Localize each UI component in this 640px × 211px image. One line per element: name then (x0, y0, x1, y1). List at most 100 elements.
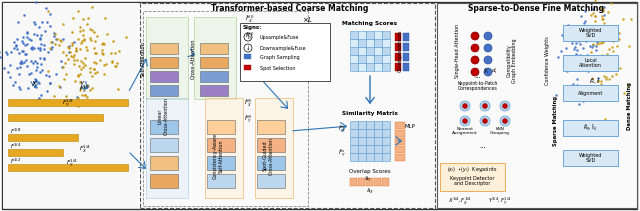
FancyBboxPatch shape (150, 174, 178, 188)
Point (594, 41, 604, 45)
Point (36, 69, 47, 72)
Point (79, 38, 89, 42)
Point (27, 45, 37, 49)
Text: kNN
Grouping: kNN Grouping (490, 127, 510, 135)
FancyBboxPatch shape (395, 138, 405, 145)
Point (54, 43, 64, 47)
Text: $\hat{y}_i$  $d_i$: $\hat{y}_i$ $d_i$ (483, 66, 497, 76)
FancyBboxPatch shape (395, 122, 405, 129)
Point (14, 51, 24, 54)
Point (588, 54, 598, 57)
Point (598, 13, 609, 16)
Point (574, 39, 584, 43)
FancyBboxPatch shape (382, 121, 390, 129)
Point (74, 80, 84, 84)
Point (586, 124, 596, 127)
Point (67, 42, 77, 45)
Point (569, 47, 579, 50)
Point (120, 35, 131, 39)
Point (98, 41, 108, 45)
FancyBboxPatch shape (403, 63, 409, 71)
Point (26, 39, 36, 42)
Point (607, 74, 618, 78)
Point (611, 72, 621, 76)
Point (36, 63, 46, 66)
Text: Alignment: Alignment (578, 91, 603, 96)
Point (8, 83, 18, 87)
Point (578, 38, 588, 42)
FancyBboxPatch shape (350, 153, 358, 161)
Point (64, 50, 74, 54)
Circle shape (471, 44, 479, 52)
Point (596, 61, 607, 65)
Text: ...: ... (479, 143, 486, 149)
FancyBboxPatch shape (563, 25, 618, 41)
FancyBboxPatch shape (366, 129, 374, 137)
Point (76, 86, 86, 90)
Point (578, 90, 588, 93)
Point (618, 92, 628, 95)
Point (45, 81, 55, 85)
FancyBboxPatch shape (382, 55, 390, 63)
Point (63, 57, 73, 61)
Point (78, 28, 88, 31)
Point (572, 78, 582, 81)
Point (18, 36, 28, 39)
Point (572, 63, 582, 66)
Point (588, 42, 598, 46)
Point (51, 72, 61, 76)
Point (602, 52, 612, 55)
Point (30, 60, 40, 63)
Point (591, 49, 601, 52)
FancyBboxPatch shape (207, 120, 235, 134)
Point (31, 33, 42, 36)
FancyBboxPatch shape (366, 31, 374, 39)
Text: Similarity Matrix: Similarity Matrix (342, 111, 398, 115)
Point (601, 61, 611, 65)
Point (24, 38, 35, 41)
Point (61, 72, 71, 76)
Point (573, 58, 584, 62)
Point (85, 37, 95, 40)
FancyBboxPatch shape (350, 129, 358, 137)
Point (45, 81, 55, 85)
Point (20, 43, 31, 46)
Point (60, 61, 70, 65)
Point (42, 90, 52, 93)
Point (572, 48, 582, 51)
Point (60, 95, 70, 98)
Point (574, 68, 584, 72)
Point (585, 98, 595, 101)
FancyBboxPatch shape (374, 137, 382, 145)
Text: $Y^{1/4}, F_Y^{1/4}$: $Y^{1/4}, F_Y^{1/4}$ (488, 195, 512, 207)
Point (591, 36, 602, 40)
Point (564, 62, 574, 65)
Point (580, 57, 591, 61)
Point (79, 37, 89, 41)
Point (82, 95, 92, 99)
Point (589, 15, 600, 18)
Point (49, 32, 60, 35)
Point (606, 60, 616, 63)
Circle shape (484, 32, 492, 40)
Point (588, 8, 598, 11)
Point (578, 87, 588, 90)
Point (29, 47, 39, 50)
Point (572, 25, 582, 28)
Point (72, 58, 82, 61)
Point (31, 78, 41, 81)
Point (87, 28, 97, 32)
FancyBboxPatch shape (350, 47, 358, 55)
Point (614, 31, 624, 34)
Point (583, 58, 593, 61)
Point (90, 39, 100, 43)
Point (595, 68, 605, 71)
Text: $Y$: $Y$ (79, 78, 85, 88)
Circle shape (463, 104, 467, 108)
Point (23, 87, 33, 90)
Point (590, 68, 600, 71)
Text: Overlap Scores: Overlap Scores (349, 169, 391, 173)
Point (15, 61, 25, 65)
Point (596, 14, 607, 17)
Point (102, 33, 112, 36)
